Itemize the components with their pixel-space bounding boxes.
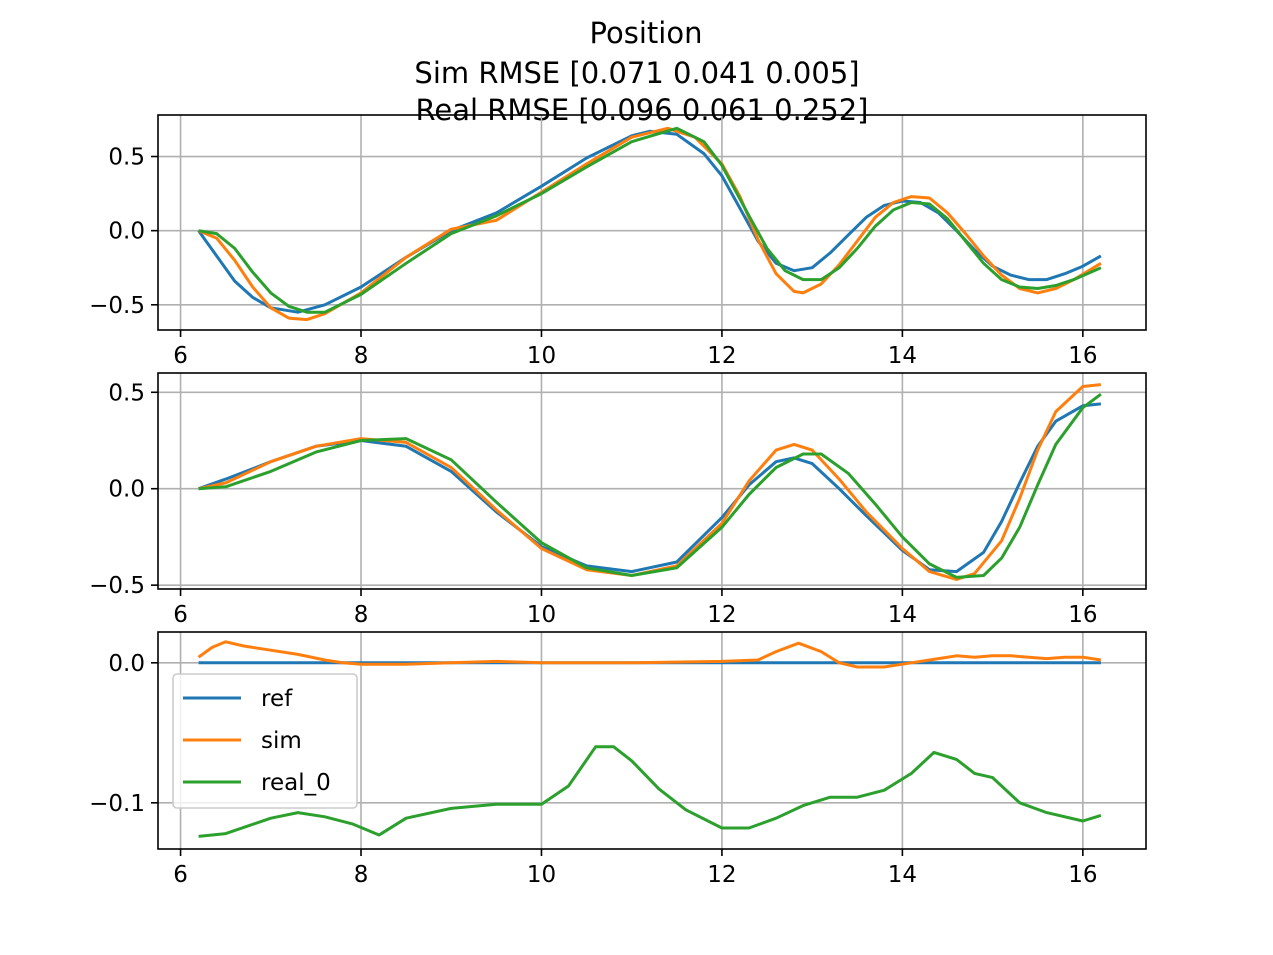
series-line-ref xyxy=(198,402,1102,574)
series-line-sim xyxy=(198,126,1102,322)
legend-label-ref: ref xyxy=(261,686,293,712)
axes-frame xyxy=(157,631,1147,850)
legend-label-real_0: real_0 xyxy=(261,770,331,796)
x-tick-label: 12 xyxy=(707,862,736,888)
y-tick-label: 0.0 xyxy=(108,651,145,677)
y-tick-label: −0.1 xyxy=(89,791,145,817)
x-tick-label: 16 xyxy=(1068,862,1097,888)
x-tick-label: 12 xyxy=(707,343,736,369)
x-tick-label: 10 xyxy=(527,343,556,369)
y-tick-label: 0.0 xyxy=(108,477,145,503)
series-line-real_0 xyxy=(198,745,1102,838)
x-tick-label: 16 xyxy=(1068,602,1097,628)
x-tick-label: 8 xyxy=(354,602,369,628)
x-tick-label: 10 xyxy=(527,862,556,888)
y-tick-label: −0.5 xyxy=(89,293,145,319)
subplot-3: 6 8 10 12 14 16 0.0 −0.1 ref sim real_0 xyxy=(89,631,1147,888)
x-tick-label: 14 xyxy=(888,862,917,888)
x-tick-label: 14 xyxy=(888,343,917,369)
y-tick-label: −0.5 xyxy=(89,573,145,599)
subplot-2: 6 8 10 12 14 16 0.5 0.0 −0.5 xyxy=(89,372,1147,628)
series-group xyxy=(198,383,1102,581)
axes-frame xyxy=(157,114,1147,331)
legend-label-sim: sim xyxy=(261,728,302,754)
series-line-real_0 xyxy=(198,126,1102,314)
series-line-real_0 xyxy=(198,392,1102,579)
series-line-sim xyxy=(198,383,1102,581)
x-tick-label: 12 xyxy=(707,602,736,628)
series-group xyxy=(197,126,1102,322)
x-tick-label: 6 xyxy=(173,602,188,628)
y-tick-label: 0.5 xyxy=(108,145,145,171)
title-line-3: Real RMSE [0.096 0.061 0.252] xyxy=(416,93,869,127)
title-line-2: Sim RMSE [0.071 0.041 0.005] xyxy=(414,56,859,90)
legend: ref sim real_0 xyxy=(172,673,358,809)
y-tick-label: 0.5 xyxy=(108,380,145,406)
x-tick-label: 8 xyxy=(354,862,369,888)
x-tick-label: 10 xyxy=(527,602,556,628)
x-tick-label: 14 xyxy=(888,602,917,628)
figure-title: Position Sim RMSE [0.071 0.041 0.005] Re… xyxy=(414,16,868,127)
series-line-sim xyxy=(197,640,1102,669)
x-tick-label: 8 xyxy=(354,343,369,369)
subplot-1: 6 8 10 12 14 16 0.5 0.0 −0.5 xyxy=(89,114,1147,369)
x-tick-label: 16 xyxy=(1068,343,1097,369)
x-tick-label: 6 xyxy=(173,862,188,888)
y-tick-label: 0.0 xyxy=(108,219,145,245)
x-tick-label: 6 xyxy=(173,343,188,369)
title-line-1: Position xyxy=(590,16,703,50)
series-group xyxy=(197,640,1102,838)
legend-frame xyxy=(172,673,358,809)
axes-frame xyxy=(157,372,1147,590)
